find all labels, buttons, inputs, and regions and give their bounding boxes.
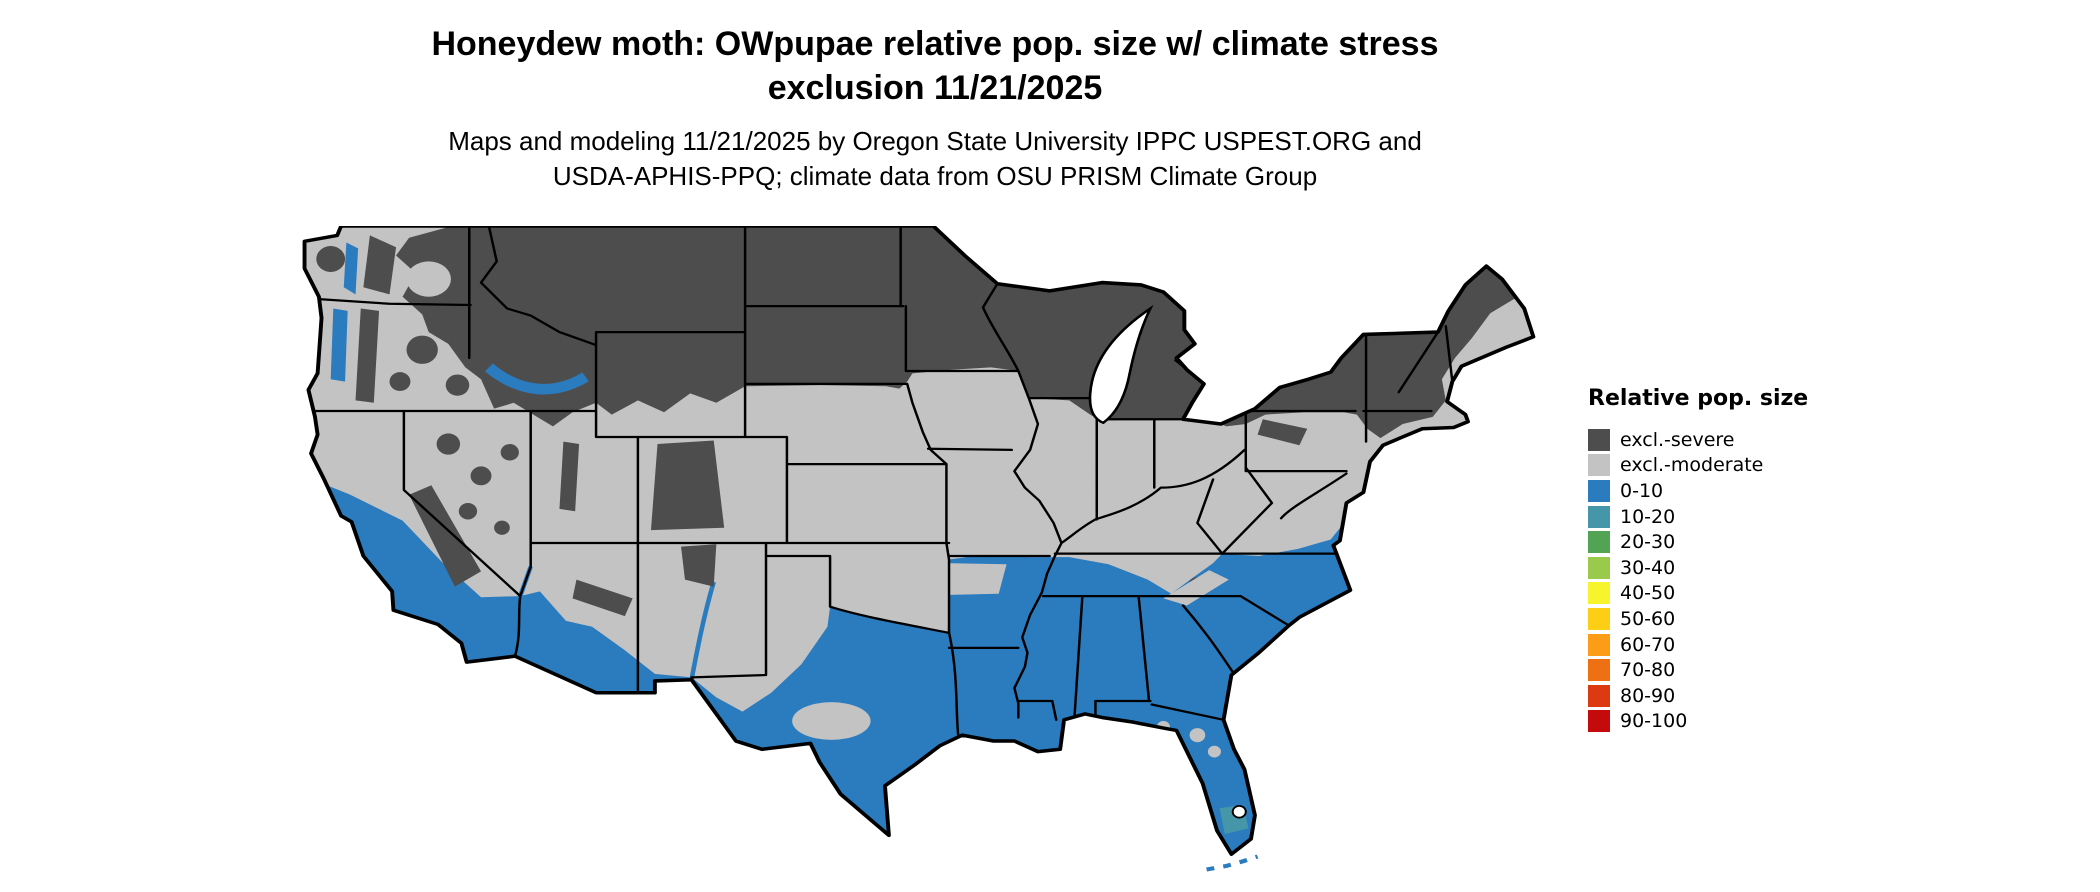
legend-label: 80-90 bbox=[1620, 684, 1676, 707]
patch-nv-1 bbox=[436, 433, 461, 455]
legend-row: excl.-moderate bbox=[1588, 453, 1808, 479]
patch-puget-lowland bbox=[343, 242, 359, 295]
legend-swatch-10-20 bbox=[1588, 505, 1610, 528]
legend-swatch-30-40 bbox=[1588, 556, 1610, 579]
snake-river-plain bbox=[484, 363, 589, 395]
map-legend: Relative pop. size excl.-severe excl.-mo… bbox=[1588, 386, 1808, 734]
patch-nfl-1 bbox=[1189, 728, 1206, 743]
patch-columbia-basin-moderate bbox=[406, 261, 451, 297]
patch-nv-3 bbox=[500, 444, 519, 461]
legend-label: excl.-moderate bbox=[1620, 454, 1764, 477]
patch-az-mogollon bbox=[572, 579, 633, 617]
legend-swatch-80-90 bbox=[1588, 684, 1610, 707]
legend-row: 90-100 bbox=[1588, 709, 1808, 735]
legend-row: 0-10 bbox=[1588, 478, 1808, 504]
us-map-container bbox=[298, 224, 1553, 886]
florida-keys bbox=[1206, 854, 1259, 872]
legend-swatch-0-10 bbox=[1588, 479, 1610, 502]
legend-row: 40-50 bbox=[1588, 581, 1808, 607]
patch-pa-ridges bbox=[1257, 419, 1308, 446]
patch-olympics bbox=[316, 246, 346, 272]
state-borders-east bbox=[926, 325, 1454, 721]
legend-label: 90-100 bbox=[1620, 710, 1688, 733]
legend-row: 20-30 bbox=[1588, 529, 1808, 555]
legend-swatch-excl-moderate bbox=[1588, 454, 1610, 477]
legend-swatch-50-60 bbox=[1588, 607, 1610, 630]
map-title-line2: exclusion 11/21/2025 bbox=[767, 69, 1103, 107]
patch-or-south bbox=[389, 372, 411, 391]
patch-wa-cascades bbox=[363, 235, 397, 295]
legend-label: 50-60 bbox=[1620, 607, 1676, 630]
legend-swatch-70-80 bbox=[1588, 659, 1610, 682]
legend-label: 10-20 bbox=[1620, 505, 1676, 528]
legend-swatch-20-30 bbox=[1588, 531, 1610, 554]
legend-row: excl.-severe bbox=[1588, 427, 1808, 453]
map-subtitle-line1: Maps and modeling 11/21/2025 by Oregon S… bbox=[448, 126, 1422, 156]
map-subtitle-line2: USDA-APHIS-PPQ; climate data from OSU PR… bbox=[552, 161, 1318, 191]
us-choropleth-map bbox=[302, 224, 1536, 872]
state-borders-west bbox=[307, 226, 1020, 737]
patch-nv-4 bbox=[458, 502, 478, 520]
us-outline bbox=[302, 224, 1536, 856]
patch-nfl-2 bbox=[1207, 745, 1221, 758]
patch-nv-5 bbox=[494, 520, 510, 535]
legend-label: 60-70 bbox=[1620, 633, 1676, 656]
legend-row: 50-60 bbox=[1588, 606, 1808, 632]
legend-swatch-excl-severe bbox=[1588, 428, 1610, 451]
state-borders bbox=[307, 226, 1454, 737]
legend-label: 70-80 bbox=[1620, 659, 1676, 682]
patch-ozarks bbox=[945, 563, 1007, 595]
rio-grande-corridor bbox=[689, 581, 716, 681]
patch-or-blue-mtns bbox=[406, 335, 438, 364]
map-subtitle: Maps and modeling 11/21/2025 by Oregon S… bbox=[0, 124, 1870, 194]
legend-label: 40-50 bbox=[1620, 582, 1676, 605]
legend-swatch-40-50 bbox=[1588, 582, 1610, 605]
patch-nv-2 bbox=[470, 466, 492, 486]
patch-or-cascades bbox=[355, 308, 380, 403]
legend-row: 30-40 bbox=[1588, 555, 1808, 581]
legend-label: excl.-severe bbox=[1620, 428, 1735, 451]
patch-edwards-plateau bbox=[792, 702, 871, 740]
lake-okeechobee bbox=[1231, 804, 1247, 819]
legend-row: 80-90 bbox=[1588, 683, 1808, 709]
legend-swatch-90-100 bbox=[1588, 710, 1610, 733]
legend-row: 70-80 bbox=[1588, 657, 1808, 683]
legend-title: Relative pop. size bbox=[1588, 386, 1809, 411]
patch-or-east bbox=[445, 374, 470, 396]
patch-wasatch bbox=[559, 441, 580, 512]
legend-label: 20-30 bbox=[1620, 531, 1676, 554]
patch-willamette-valley bbox=[330, 308, 348, 382]
legend-row: 10-20 bbox=[1588, 504, 1808, 530]
map-title-line1: Honeydew moth: OWpupae relative pop. siz… bbox=[431, 25, 1439, 63]
legend-row: 60-70 bbox=[1588, 632, 1808, 658]
lake-michigan bbox=[1088, 304, 1154, 425]
legend-swatch-60-70 bbox=[1588, 633, 1610, 656]
patch-co-rockies bbox=[650, 440, 725, 531]
patch-nm-north bbox=[681, 544, 717, 587]
map-title: Honeydew moth: OWpupae relative pop. siz… bbox=[0, 22, 1870, 110]
legend-label: 0-10 bbox=[1620, 479, 1664, 502]
blue-detail-patches bbox=[330, 242, 359, 382]
legend-label: 30-40 bbox=[1620, 556, 1676, 579]
